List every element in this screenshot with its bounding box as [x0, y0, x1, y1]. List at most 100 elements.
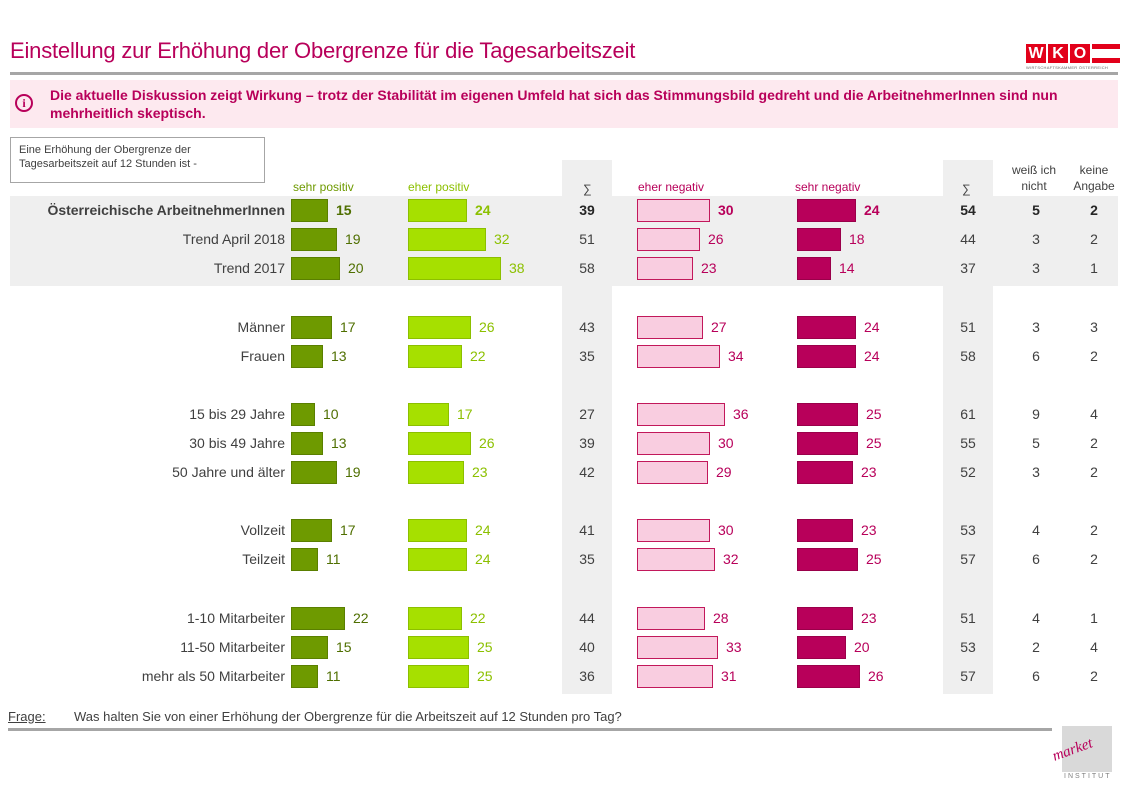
- bar-sn: [797, 548, 858, 571]
- bar-sn: [797, 636, 846, 659]
- bar-sn: [797, 228, 841, 251]
- row-label: Frauen: [240, 348, 285, 364]
- bar-sp: [291, 461, 337, 484]
- value-sp: 13: [331, 348, 347, 364]
- bar-sp: [291, 607, 345, 630]
- value-2: 44: [579, 610, 595, 626]
- bar-ep: [408, 607, 462, 630]
- bar-sp: [291, 403, 315, 426]
- bar-en: [637, 461, 708, 484]
- logo-flag-bars: [1092, 44, 1120, 65]
- bar-sp: [291, 636, 328, 659]
- value-7: 2: [1090, 435, 1098, 451]
- bar-sp: [291, 519, 332, 542]
- value-ep: 32: [494, 231, 510, 247]
- bar-en: [637, 519, 710, 542]
- value-2: 39: [579, 435, 595, 451]
- header-eher-positiv: eher positiv: [408, 180, 470, 194]
- value-6: 9: [1032, 406, 1040, 422]
- footer-divider: [8, 728, 1052, 731]
- value-2: 40: [579, 639, 595, 655]
- value-sn: 24: [864, 319, 880, 335]
- value-sp: 17: [340, 522, 356, 538]
- value-2: 36: [579, 668, 595, 684]
- value-5: 55: [960, 435, 976, 451]
- value-2: 51: [579, 231, 595, 247]
- frage-label: Frage:: [8, 709, 46, 724]
- header-weiss-nicht: weiß ich nicht: [1011, 163, 1056, 193]
- value-sp: 19: [345, 231, 361, 247]
- value-ep: 26: [479, 435, 495, 451]
- value-sp: 11: [326, 668, 341, 684]
- logo-letter-k: K: [1048, 44, 1068, 63]
- bar-en: [637, 665, 713, 688]
- value-5: 57: [960, 551, 976, 567]
- market-institut-logo: market INSTITUT: [1050, 726, 1118, 782]
- value-5: 54: [960, 202, 976, 218]
- value-2: 41: [579, 522, 595, 538]
- bar-en: [637, 607, 705, 630]
- row-label: Österreichische ArbeitnehmerInnen: [47, 202, 285, 218]
- value-en: 29: [716, 464, 732, 480]
- value-5: 57: [960, 668, 976, 684]
- value-5: 58: [960, 348, 976, 364]
- bar-sp: [291, 345, 323, 368]
- bar-sp: [291, 228, 337, 251]
- info-callout: i Die aktuelle Diskussion zeigt Wirkung …: [10, 80, 1118, 128]
- bar-ep: [408, 403, 449, 426]
- value-7: 2: [1090, 551, 1098, 567]
- value-en: 31: [721, 668, 737, 684]
- row-label: 11-50 Mitarbeiter: [180, 639, 285, 655]
- value-6: 4: [1032, 610, 1040, 626]
- value-7: 2: [1090, 522, 1098, 538]
- value-en: 27: [711, 319, 727, 335]
- value-ep: 24: [475, 522, 491, 538]
- value-en: 30: [718, 522, 734, 538]
- value-sn: 23: [861, 610, 877, 626]
- value-sp: 22: [353, 610, 369, 626]
- value-ep: 25: [477, 639, 493, 655]
- bar-sn: [797, 316, 856, 339]
- value-2: 27: [579, 406, 595, 422]
- header-eher-negativ: eher negativ: [638, 180, 705, 194]
- value-7: 4: [1090, 406, 1098, 422]
- value-7: 1: [1090, 610, 1098, 626]
- value-sn: 23: [861, 522, 877, 538]
- value-sp: 13: [331, 435, 347, 451]
- bar-ep: [408, 636, 469, 659]
- bar-sp: [291, 199, 328, 222]
- row-label: Männer: [237, 319, 285, 335]
- value-7: 2: [1090, 202, 1098, 218]
- value-7: 3: [1090, 319, 1098, 335]
- value-en: 36: [733, 406, 749, 422]
- value-sn: 25: [866, 406, 882, 422]
- bar-sn: [797, 257, 831, 280]
- value-en: 30: [718, 202, 734, 218]
- bar-sn: [797, 345, 856, 368]
- value-6: 6: [1032, 348, 1040, 364]
- value-6: 5: [1032, 202, 1040, 218]
- bar-sn: [797, 199, 856, 222]
- value-5: 51: [960, 319, 976, 335]
- page-title: Einstellung zur Erhöhung der Obergrenze …: [10, 38, 636, 63]
- bar-ep: [408, 432, 471, 455]
- value-7: 4: [1090, 639, 1098, 655]
- value-2: 39: [579, 202, 595, 218]
- value-sn: 24: [864, 348, 880, 364]
- bar-sn: [797, 665, 860, 688]
- value-en: 23: [701, 260, 717, 276]
- value-sn: 26: [868, 668, 884, 684]
- bar-ep: [408, 461, 464, 484]
- value-7: 2: [1090, 231, 1098, 247]
- bar-en: [637, 199, 710, 222]
- value-7: 2: [1090, 464, 1098, 480]
- value-6: 3: [1032, 231, 1040, 247]
- value-sn: 20: [854, 639, 870, 655]
- logo-letter-o: O: [1070, 44, 1090, 63]
- value-5: 37: [960, 260, 976, 276]
- value-6: 6: [1032, 551, 1040, 567]
- value-sp: 17: [340, 319, 356, 335]
- row-label: Trend 2017: [213, 260, 285, 276]
- value-6: 3: [1032, 260, 1040, 276]
- value-6: 4: [1032, 522, 1040, 538]
